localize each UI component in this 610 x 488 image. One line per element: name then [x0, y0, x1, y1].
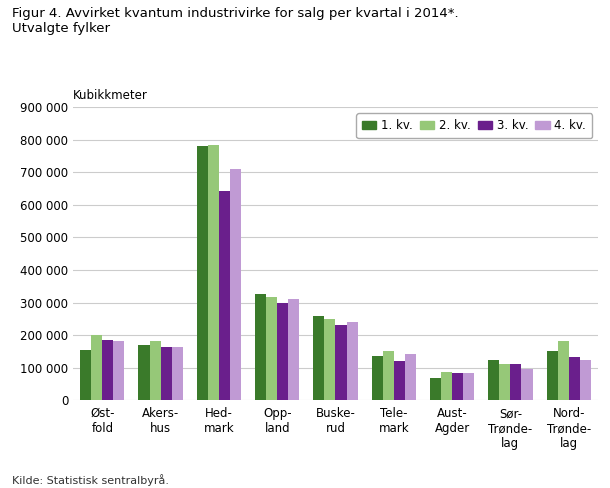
- Bar: [255, 294, 266, 400]
- Bar: [371, 356, 382, 400]
- Bar: [92, 335, 102, 400]
- Bar: [266, 297, 277, 400]
- Bar: [405, 354, 416, 400]
- Bar: [80, 350, 91, 400]
- Bar: [102, 340, 113, 400]
- Bar: [336, 325, 346, 400]
- Bar: [289, 299, 300, 400]
- Bar: [522, 369, 533, 400]
- Bar: [346, 322, 357, 400]
- Bar: [160, 347, 171, 400]
- Bar: [230, 168, 241, 400]
- Bar: [488, 361, 500, 400]
- Bar: [208, 145, 219, 400]
- Bar: [149, 341, 160, 400]
- Bar: [547, 351, 558, 400]
- Bar: [219, 191, 230, 400]
- Bar: [430, 378, 441, 400]
- Text: Utvalgte fylker: Utvalgte fylker: [12, 22, 110, 35]
- Bar: [325, 319, 336, 400]
- Bar: [452, 373, 463, 400]
- Bar: [558, 341, 569, 400]
- Bar: [569, 357, 579, 400]
- Bar: [197, 146, 208, 400]
- Legend: 1. kv., 2. kv., 3. kv., 4. kv.: 1. kv., 2. kv., 3. kv., 4. kv.: [356, 113, 592, 138]
- Bar: [314, 316, 325, 400]
- Text: Figur 4. Avvirket kvantum industrivirke for salg per kvartal i 2014*.: Figur 4. Avvirket kvantum industrivirke …: [12, 7, 459, 20]
- Text: Kilde: Statistisk sentralbyrå.: Kilde: Statistisk sentralbyrå.: [12, 474, 169, 486]
- Bar: [500, 365, 511, 400]
- Bar: [277, 303, 289, 400]
- Bar: [511, 365, 522, 400]
- Bar: [441, 371, 452, 400]
- Bar: [113, 341, 124, 400]
- Text: Kubikkmeter: Kubikkmeter: [73, 89, 148, 102]
- Bar: [580, 361, 591, 400]
- Bar: [382, 351, 394, 400]
- Bar: [463, 372, 474, 400]
- Bar: [171, 347, 183, 400]
- Bar: [138, 345, 149, 400]
- Bar: [394, 361, 405, 400]
